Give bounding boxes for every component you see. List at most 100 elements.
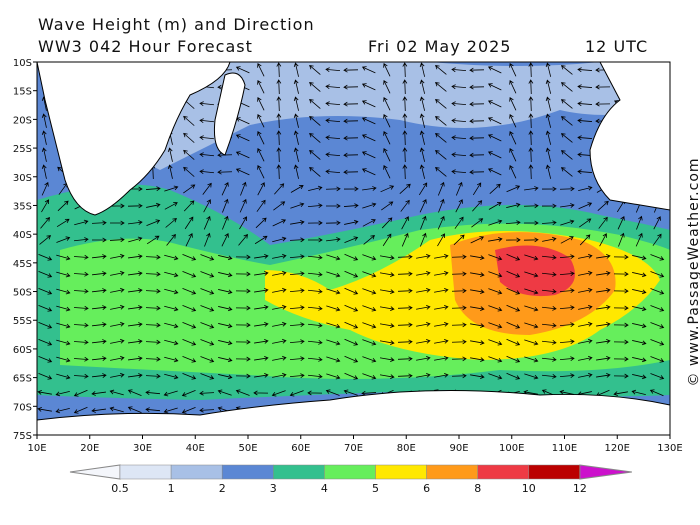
arrow	[199, 169, 215, 175]
arrow	[613, 271, 629, 277]
arrow	[91, 391, 106, 396]
arrow	[361, 134, 376, 142]
arrow	[289, 322, 305, 328]
arrow	[73, 305, 89, 311]
arrow	[635, 232, 643, 247]
arrow	[401, 216, 409, 230]
arrow	[293, 113, 299, 128]
arrow	[289, 288, 305, 294]
arrow	[343, 186, 359, 192]
arrow	[596, 305, 611, 310]
arrow	[506, 287, 521, 295]
arrow	[41, 113, 47, 128]
arrow	[185, 233, 193, 247]
arrow	[164, 373, 179, 380]
arrow	[182, 355, 197, 363]
arrow	[437, 233, 445, 247]
arrow	[235, 151, 250, 159]
arrow	[73, 389, 88, 397]
lon-axis: 10E 20E 30E 40E 50E 60E 70E 80E 90E 100E 110E 120E 1…	[27, 435, 683, 454]
arrow	[309, 132, 321, 143]
arrow	[613, 254, 629, 260]
arrow	[222, 215, 229, 230]
colorbar-label: 2	[219, 482, 226, 495]
arrow	[437, 181, 445, 196]
arrow	[167, 164, 173, 179]
arrow	[239, 216, 247, 230]
map	[37, 62, 670, 435]
arrow	[204, 232, 211, 247]
arrow	[470, 289, 485, 295]
antarctica	[37, 390, 670, 435]
arrow	[290, 185, 304, 193]
arrow	[419, 62, 426, 77]
arrow	[631, 389, 646, 396]
arrow	[145, 254, 161, 260]
arrow	[487, 66, 502, 74]
arrow	[325, 203, 341, 209]
arrow	[524, 339, 539, 346]
arrow	[541, 323, 557, 328]
arrow	[636, 215, 643, 230]
arrow	[362, 356, 377, 363]
arrow	[383, 96, 391, 111]
arrow	[235, 134, 250, 142]
arrow	[276, 79, 282, 95]
arrow	[596, 271, 611, 276]
arrow	[37, 389, 52, 395]
arrow	[221, 233, 229, 247]
arrow	[362, 373, 377, 380]
arrow	[578, 304, 593, 310]
arrow	[325, 152, 341, 158]
arrow	[416, 253, 431, 259]
arrow	[128, 339, 143, 344]
arrow	[344, 219, 359, 225]
arrow	[200, 271, 215, 278]
lat-label: 25S	[13, 144, 32, 155]
arrow	[523, 220, 539, 226]
arrow	[325, 220, 341, 226]
arrow	[166, 233, 176, 246]
arrow	[307, 390, 323, 396]
arrow	[164, 339, 179, 346]
arrow	[506, 202, 521, 208]
arrow	[183, 200, 195, 212]
arrow	[545, 147, 552, 162]
arrow	[545, 96, 552, 111]
arrow	[613, 305, 629, 311]
arrow	[472, 182, 482, 196]
arrow	[488, 339, 503, 346]
arrow	[253, 390, 269, 396]
arrow	[559, 305, 575, 311]
arrow	[416, 270, 431, 276]
arrow	[272, 338, 287, 344]
arrow	[56, 236, 71, 243]
arrow	[397, 373, 413, 379]
arrow	[455, 199, 463, 213]
arrow	[545, 79, 552, 94]
arrow	[200, 339, 215, 346]
arrow	[56, 254, 71, 261]
arrow	[128, 220, 143, 225]
arrow	[38, 304, 53, 312]
arrow	[650, 356, 665, 363]
arrow	[451, 135, 467, 141]
arrow	[344, 236, 359, 243]
arrow	[488, 305, 503, 312]
arrow	[618, 232, 625, 247]
arrow	[199, 152, 215, 158]
arrow	[488, 288, 503, 295]
arrow	[470, 323, 485, 329]
arrow	[222, 198, 229, 213]
arrow	[451, 254, 467, 260]
arrow	[41, 199, 49, 213]
colorbar-segment	[69, 464, 121, 480]
arrow	[545, 164, 552, 179]
arrow	[380, 255, 395, 261]
arrow	[362, 305, 377, 312]
arrow	[596, 254, 611, 259]
arrow	[73, 406, 88, 414]
arrow	[506, 270, 521, 278]
madagascar	[214, 72, 246, 156]
arrow	[613, 356, 629, 362]
